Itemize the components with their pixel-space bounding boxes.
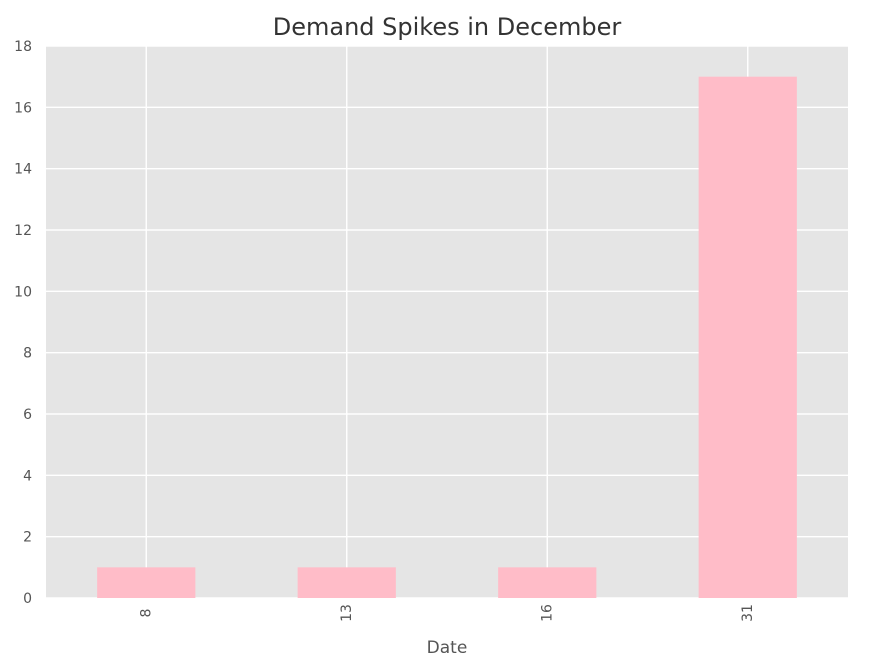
y-tick-label: 18	[14, 39, 32, 55]
bar-8	[97, 567, 196, 598]
x-tick-label: 31	[740, 604, 756, 622]
x-tick-label: 13	[339, 604, 355, 622]
y-tick-label: 8	[23, 346, 32, 362]
x-tick-label: 8	[138, 609, 154, 618]
y-tick-label: 12	[14, 223, 32, 239]
y-tick-label: 0	[23, 591, 32, 607]
bar-16	[498, 567, 597, 598]
bar-13	[297, 567, 396, 598]
x-axis-label: Date	[427, 638, 468, 658]
y-tick-label: 14	[14, 162, 32, 178]
y-tick-label: 4	[23, 468, 32, 484]
bar-31	[698, 76, 797, 598]
y-tick-label: 10	[14, 284, 32, 300]
bars	[97, 76, 797, 598]
y-tick-label: 2	[23, 530, 32, 546]
x-tick-label: 16	[539, 604, 555, 622]
y-tick-label: 16	[14, 100, 32, 116]
y-axis-ticks: 0 2 4 6 8 10 12 14 16 18	[14, 39, 32, 607]
chart-title: Demand Spikes in December	[273, 13, 622, 41]
y-tick-label: 6	[23, 407, 32, 423]
grid-lines	[46, 45, 848, 599]
x-axis-ticks: 8 13 16 31	[138, 604, 756, 622]
